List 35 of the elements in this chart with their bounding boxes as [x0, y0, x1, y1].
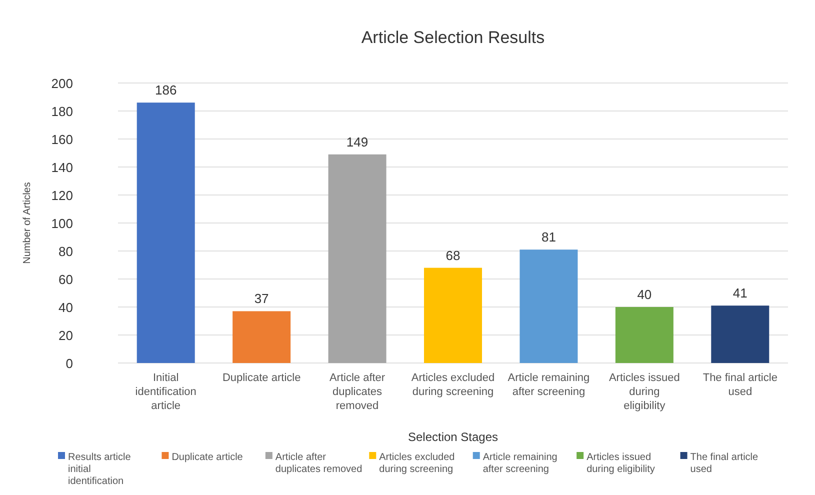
x-tick-label: Duplicate article	[222, 372, 301, 384]
data-label: 40	[637, 287, 652, 302]
x-tick-label: Articles excluded during screening	[411, 372, 495, 398]
legend-label: Results article initial identification	[68, 452, 132, 487]
y-tick-label: 0	[66, 356, 73, 371]
x-tick-label: Article after duplicates removed	[329, 372, 386, 412]
x-tick-label: Article remaining after screening	[508, 372, 590, 398]
data-label: 68	[446, 248, 460, 263]
y-tick-label: 60	[58, 272, 73, 287]
y-tick-label: 100	[51, 216, 73, 231]
y-tick-label: 40	[58, 300, 73, 315]
y-tick-label: 180	[51, 104, 73, 119]
x-tick-label: Initial identification article	[135, 372, 196, 412]
legend-label: Articles excluded during screening	[379, 452, 455, 475]
data-label: 81	[541, 230, 556, 245]
x-tick-label: The final article used	[702, 372, 778, 398]
legend-label: The final article used	[690, 452, 759, 475]
data-label: 37	[254, 291, 269, 306]
data-label: 41	[732, 286, 748, 301]
chart-title: Article Selection Results	[361, 28, 545, 47]
legend-label: Article after duplicates removed	[275, 452, 362, 475]
y-tick-label: 200	[51, 76, 73, 91]
legend-label: Articles issued during eligibility	[586, 452, 655, 475]
x-tick-label: Articles issued during eligibility	[608, 372, 680, 412]
y-axis-title: Number of Articles	[22, 182, 33, 264]
y-tick-label: 140	[51, 160, 73, 175]
y-tick-label: 120	[51, 188, 73, 203]
y-tick-label: 20	[58, 328, 73, 343]
y-tick-label: 80	[58, 244, 73, 259]
x-axis-title: Selection Stages	[408, 430, 498, 444]
legend-label: Duplicate article	[172, 452, 244, 463]
data-label: 149	[346, 134, 368, 150]
y-tick-label: 160	[51, 132, 73, 147]
legend-label: Article remaining after screening	[482, 452, 558, 475]
data-label: 186	[155, 82, 177, 98]
